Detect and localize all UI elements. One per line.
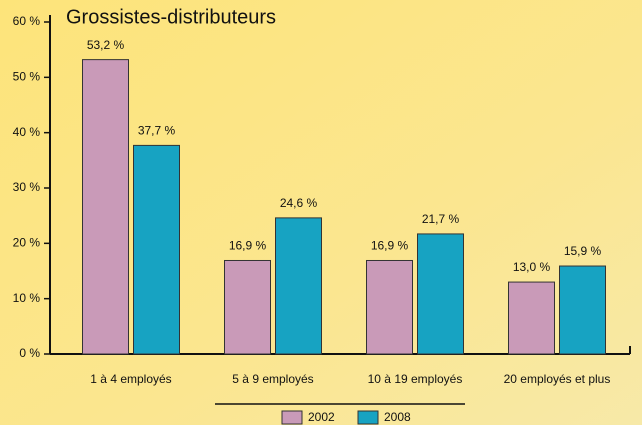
legend-swatch (358, 411, 378, 424)
y-tick-label: 0 % (19, 346, 40, 360)
x-tick-label: 5 à 9 employés (232, 372, 313, 386)
legend-label: 2002 (308, 410, 335, 424)
chart-title: Grossistes-distributeurs (66, 6, 276, 28)
y-tick-label: 40 % (13, 125, 41, 139)
bar (83, 60, 129, 354)
bar (134, 145, 180, 354)
bar (276, 218, 322, 354)
y-tick-label: 10 % (13, 291, 41, 305)
chart: Grossistes-distributeurs 0 % 10 % 20 % 30 %… (0, 0, 642, 425)
value-label: 16,9 % (229, 239, 267, 253)
value-label: 21,7 % (422, 212, 460, 226)
y-tick-label: 50 % (13, 70, 41, 84)
bar (225, 260, 271, 354)
value-label: 13,0 % (513, 260, 551, 274)
y-tick-label: 20 % (13, 236, 41, 250)
value-label: 16,9 % (371, 239, 409, 253)
bar (509, 282, 555, 354)
legend-swatch (282, 411, 302, 424)
x-tick-label: 1 à 4 employés (90, 372, 171, 386)
y-tick-label: 30 % (13, 180, 41, 194)
bar (367, 260, 413, 354)
legend-label: 2008 (384, 410, 411, 424)
value-label: 24,6 % (280, 196, 318, 210)
bar (418, 234, 464, 354)
bar (560, 266, 606, 354)
y-tick-label: 60 % (13, 14, 41, 28)
x-tick-label: 10 à 19 employés (368, 372, 463, 386)
x-tick-label: 20 employés et plus (504, 372, 611, 386)
value-label: 37,7 % (138, 124, 176, 138)
value-label: 15,9 % (564, 244, 602, 258)
value-label: 53,2 % (87, 38, 125, 52)
